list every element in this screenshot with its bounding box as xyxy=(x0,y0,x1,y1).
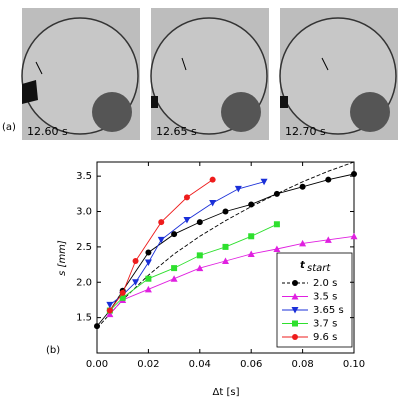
series-line xyxy=(109,179,213,311)
marker xyxy=(291,307,299,314)
marker xyxy=(260,178,268,186)
marker xyxy=(144,285,152,293)
marker xyxy=(171,231,178,238)
legend-label: 9.6 s xyxy=(313,332,337,343)
marker xyxy=(209,176,216,183)
marker xyxy=(171,265,178,272)
marker xyxy=(248,233,255,240)
marker xyxy=(209,200,217,207)
marker xyxy=(291,293,299,300)
marker xyxy=(292,334,298,340)
x-tick-label: 0.10 xyxy=(343,359,365,370)
marker xyxy=(170,275,178,282)
marker xyxy=(350,232,358,240)
marker xyxy=(132,279,140,286)
marker xyxy=(157,236,165,244)
marker xyxy=(145,249,152,256)
marker xyxy=(299,183,306,190)
frame-time: 12.65 s xyxy=(156,125,197,138)
legend xyxy=(276,252,353,348)
x-tick-label: 0.06 xyxy=(240,359,262,370)
marker xyxy=(325,176,332,183)
marker xyxy=(222,257,229,265)
marker xyxy=(292,280,298,286)
y-axis-label: s [mm] xyxy=(57,240,68,276)
marker xyxy=(183,217,191,224)
marker xyxy=(299,239,307,247)
marker xyxy=(145,275,152,282)
legend-title-sub: start xyxy=(307,263,331,274)
frame-time: 12.70 s xyxy=(285,125,326,138)
photo xyxy=(21,8,140,140)
marker xyxy=(158,219,165,226)
marker xyxy=(324,236,332,243)
legend-label: 2.0 s xyxy=(313,278,337,289)
marker xyxy=(196,264,204,272)
marker xyxy=(183,194,190,201)
marker xyxy=(248,201,255,208)
panel-a-label: (a) xyxy=(2,122,16,133)
y-tick-label: 1.5 xyxy=(76,313,92,324)
marker xyxy=(292,320,298,327)
y-tick-label: 2.0 xyxy=(76,277,92,288)
marker xyxy=(222,243,229,250)
legend-title: t xyxy=(300,260,306,271)
panel-b-label: (b) xyxy=(46,345,60,356)
marker xyxy=(196,219,203,226)
legend-label: 3.65 s xyxy=(313,305,344,316)
y-tick-label: 3.5 xyxy=(76,171,92,182)
photo xyxy=(279,8,398,140)
x-axis-label: Δt [s] xyxy=(213,387,240,398)
legend-label: 3.5 s xyxy=(313,292,337,303)
marker xyxy=(94,323,100,330)
marker xyxy=(144,259,152,266)
y-tick-label: 3.0 xyxy=(76,207,92,218)
x-tick-label: 0.08 xyxy=(291,359,313,370)
marker xyxy=(273,190,280,197)
plot-frame xyxy=(96,161,355,354)
marker xyxy=(119,294,126,301)
marker xyxy=(119,289,126,296)
marker xyxy=(222,208,229,215)
marker xyxy=(196,252,203,259)
y-tick-label: 2.5 xyxy=(76,242,92,253)
x-tick-label: 0.04 xyxy=(189,359,211,370)
marker xyxy=(132,258,139,265)
fit-curve xyxy=(96,161,355,329)
x-tick-label: 0.00 xyxy=(86,359,108,370)
x-tick-label: 0.02 xyxy=(137,359,159,370)
marker xyxy=(106,301,114,309)
photo xyxy=(150,8,269,140)
frame-time: 12.60 s xyxy=(27,125,68,138)
marker xyxy=(234,185,242,193)
marker xyxy=(351,171,357,178)
marker xyxy=(106,310,114,318)
series-line xyxy=(109,223,278,311)
marker xyxy=(106,307,113,314)
legend-label: 3.7 s xyxy=(313,319,337,330)
marker xyxy=(273,221,280,228)
marker xyxy=(247,250,255,257)
marker xyxy=(273,245,281,253)
